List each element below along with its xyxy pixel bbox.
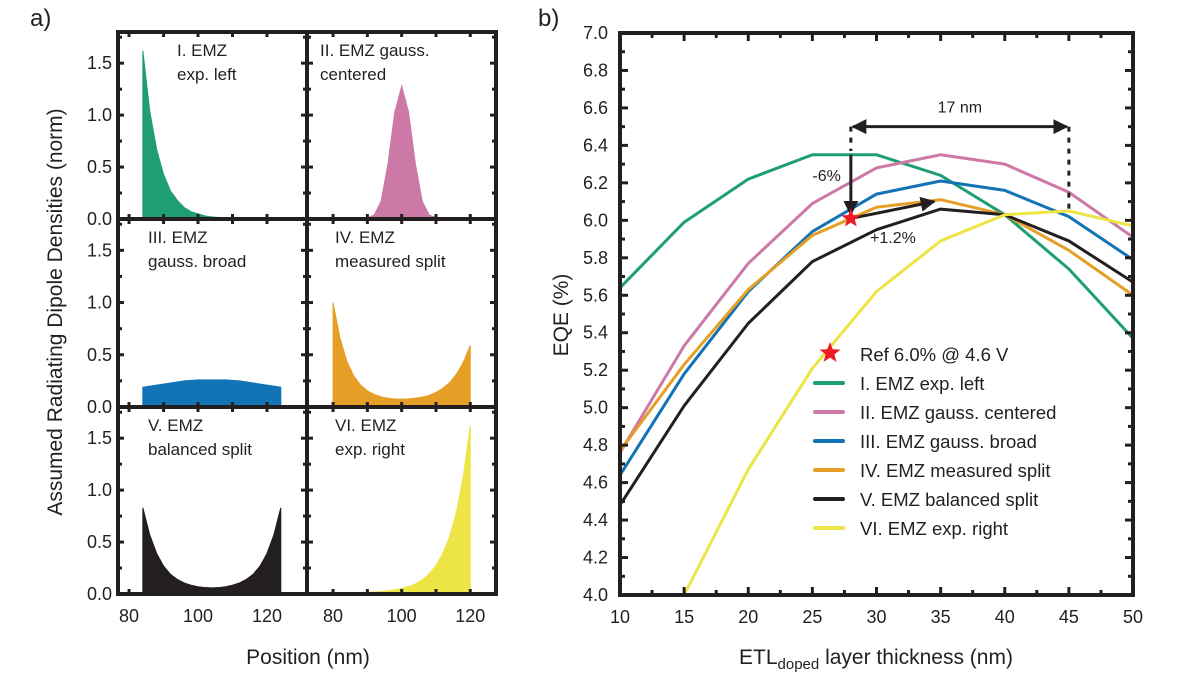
span-label: 17 nm — [938, 100, 982, 117]
legend-label-3: III. EMZ gauss. broad — [860, 431, 1037, 452]
x-tick-label: 80 — [119, 606, 139, 626]
panel-b-frame — [618, 31, 1135, 597]
x-tick-label: 15 — [674, 607, 694, 627]
x-title-rest: layer thickness (nm) — [819, 646, 1013, 669]
x-tick-label: 100 — [183, 606, 213, 626]
x-tick-label: 30 — [866, 607, 886, 627]
density-area-4 — [332, 302, 471, 408]
y-tick-label: 6.4 — [583, 135, 608, 155]
y-tick-label: 5.8 — [583, 248, 608, 268]
density-area-5 — [142, 507, 282, 595]
y-tick-label: 7.0 — [583, 23, 608, 43]
panel-b-y-axis-title: EQE (%) — [550, 274, 573, 357]
legend-star-icon — [819, 342, 841, 362]
subplot-label: IV. EMZ — [335, 228, 395, 247]
y-tick-label: 6.0 — [583, 210, 608, 230]
panel-a-x-axis-title: Position (nm) — [246, 646, 370, 669]
gain-arrow — [850, 196, 936, 220]
y-tick-label: 1.5 — [87, 53, 112, 73]
panel-a: I. EMZ exp. left 0.0 0.5 1.0 1.5 II. EMZ gauss… — [87, 30, 498, 626]
subplot-label: exp. left — [177, 65, 237, 84]
x-tick-label: 120 — [252, 606, 282, 626]
legend-label-4: IV. EMZ measured split — [860, 460, 1051, 481]
subplot-label: measured split — [335, 252, 446, 271]
panel-b-label: b) — [538, 5, 559, 32]
legend-label-1: I. EMZ exp. left — [860, 373, 984, 394]
series-line-6 — [682, 209, 1133, 595]
panel-b-x-axis-title: ETLdoped layer thickness (nm) — [739, 646, 1013, 673]
y-tick-label: 1.0 — [87, 105, 112, 125]
y-tick-label: 1.0 — [87, 480, 112, 500]
legend-label-5: V. EMZ balanced split — [860, 489, 1038, 510]
x-tick-label: 120 — [455, 606, 485, 626]
x-tick-label: 35 — [931, 607, 951, 627]
y-tick-label: 0.5 — [87, 532, 112, 552]
legend-label-2: II. EMZ gauss. centered — [860, 402, 1056, 423]
y-tick-label: 4.8 — [583, 435, 608, 455]
series-line-4 — [620, 198, 1133, 452]
subplot-label: III. EMZ — [148, 228, 208, 247]
drop-label: -6% — [812, 168, 840, 185]
x-tick-label: 100 — [387, 606, 417, 626]
subplot-label: exp. right — [335, 440, 405, 459]
series-line-2 — [620, 153, 1133, 454]
y-tick-label: 0.5 — [87, 157, 112, 177]
y-tick-label: 6.6 — [583, 98, 608, 118]
y-tick-label: 0.5 — [87, 345, 112, 365]
y-tick-label: 5.4 — [583, 323, 608, 343]
x-tick-label: 20 — [738, 607, 758, 627]
gain-label: +1.2% — [870, 230, 916, 247]
x-title-main: ETL — [739, 646, 778, 669]
panel-a-y-axis-title: Assumed Radiating Dipole Densities (norm… — [44, 108, 67, 515]
series-line-5 — [620, 207, 1133, 506]
y-tick-label: 1.5 — [87, 428, 112, 448]
y-tick-label: 4.0 — [583, 585, 608, 605]
y-tick-label: 1.0 — [87, 293, 112, 313]
x-tick-label: 45 — [1059, 607, 1079, 627]
legend-label-reference: Ref 6.0% @ 4.6 V — [860, 344, 1009, 365]
panel-a-label: a) — [30, 5, 51, 32]
y-tick-label: 1.5 — [87, 240, 112, 260]
reference-star-marker — [841, 208, 861, 227]
subplot-label: centered — [320, 65, 386, 84]
density-area-3 — [142, 379, 282, 408]
legend-label-6: VI. EMZ exp. right — [860, 518, 1008, 539]
subplot-label: V. EMZ — [148, 416, 203, 435]
series-line-1 — [620, 153, 1133, 340]
series-lines — [620, 153, 1133, 595]
y-tick-label: 0.0 — [87, 584, 112, 604]
y-tick-label: 0.0 — [87, 209, 112, 229]
y-tick-label: 5.6 — [583, 285, 608, 305]
subplot-label: II. EMZ gauss. — [320, 41, 430, 60]
x-tick-label: 50 — [1123, 607, 1143, 627]
y-tick-label: 4.2 — [583, 548, 608, 568]
series-line-3 — [620, 179, 1133, 476]
y-tick-label: 4.4 — [583, 510, 608, 530]
x-title-subscript: doped — [778, 656, 820, 673]
y-tick-label: 4.6 — [583, 473, 608, 493]
panel-b: 4.0 4.2 4.4 4.6 4.8 5.0 5.2 5.4 5.6 5.8 6.0 6.2 6.4 6… — [583, 23, 1143, 627]
subplot-label: VI. EMZ — [335, 416, 396, 435]
subplot-label: I. EMZ — [177, 41, 227, 60]
y-tick-label: 6.2 — [583, 173, 608, 193]
subplot-label: gauss. broad — [148, 252, 246, 271]
subplot-label: balanced split — [148, 440, 252, 459]
x-tick-label: 80 — [323, 606, 343, 626]
y-tick-label: 5.2 — [583, 360, 608, 380]
x-tick-label: 25 — [802, 607, 822, 627]
x-tick-label: 10 — [610, 607, 630, 627]
density-area-2 — [332, 84, 471, 220]
x-tick-label: 40 — [995, 607, 1015, 627]
y-tick-label: 6.8 — [583, 60, 608, 80]
y-tick-label: 0.0 — [87, 397, 112, 417]
y-tick-label: 5.0 — [583, 398, 608, 418]
